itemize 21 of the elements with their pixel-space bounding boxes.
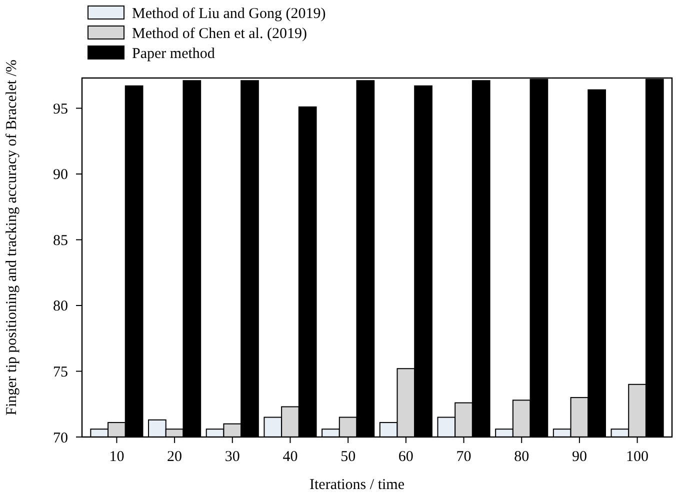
y-tick-label: 80 [53, 298, 68, 315]
y-axis-title: Finger tip positioning and tracking accuracy of Bracelet /% [4, 60, 20, 416]
y-tick-label: 90 [53, 167, 68, 184]
x-tick-label: 30 [224, 449, 240, 465]
x-tick-label: 10 [109, 449, 124, 465]
legend-label: Paper method [132, 46, 216, 62]
x-tick-label: 60 [398, 449, 414, 465]
x-tick-label: 80 [514, 449, 530, 465]
y-tick-label: 85 [53, 232, 68, 249]
x-tick-label: 50 [340, 449, 356, 465]
x-tick-label: 40 [282, 449, 298, 465]
y-tick-label: 75 [53, 364, 68, 380]
x-tick-label: 20 [167, 449, 182, 465]
y-tick-label: 95 [53, 101, 68, 118]
x-tick-label: 90 [572, 449, 587, 465]
x-axis-title: Iterations / time [310, 477, 405, 493]
legend-label: Method of Liu and Gong (2019) [132, 6, 326, 22]
legend-label: Method of Chen et al. (2019) [132, 26, 307, 42]
y-tick-label: 70 [53, 430, 68, 446]
x-tick-label: 70 [456, 449, 472, 465]
x-tick-label: 100 [626, 449, 649, 465]
